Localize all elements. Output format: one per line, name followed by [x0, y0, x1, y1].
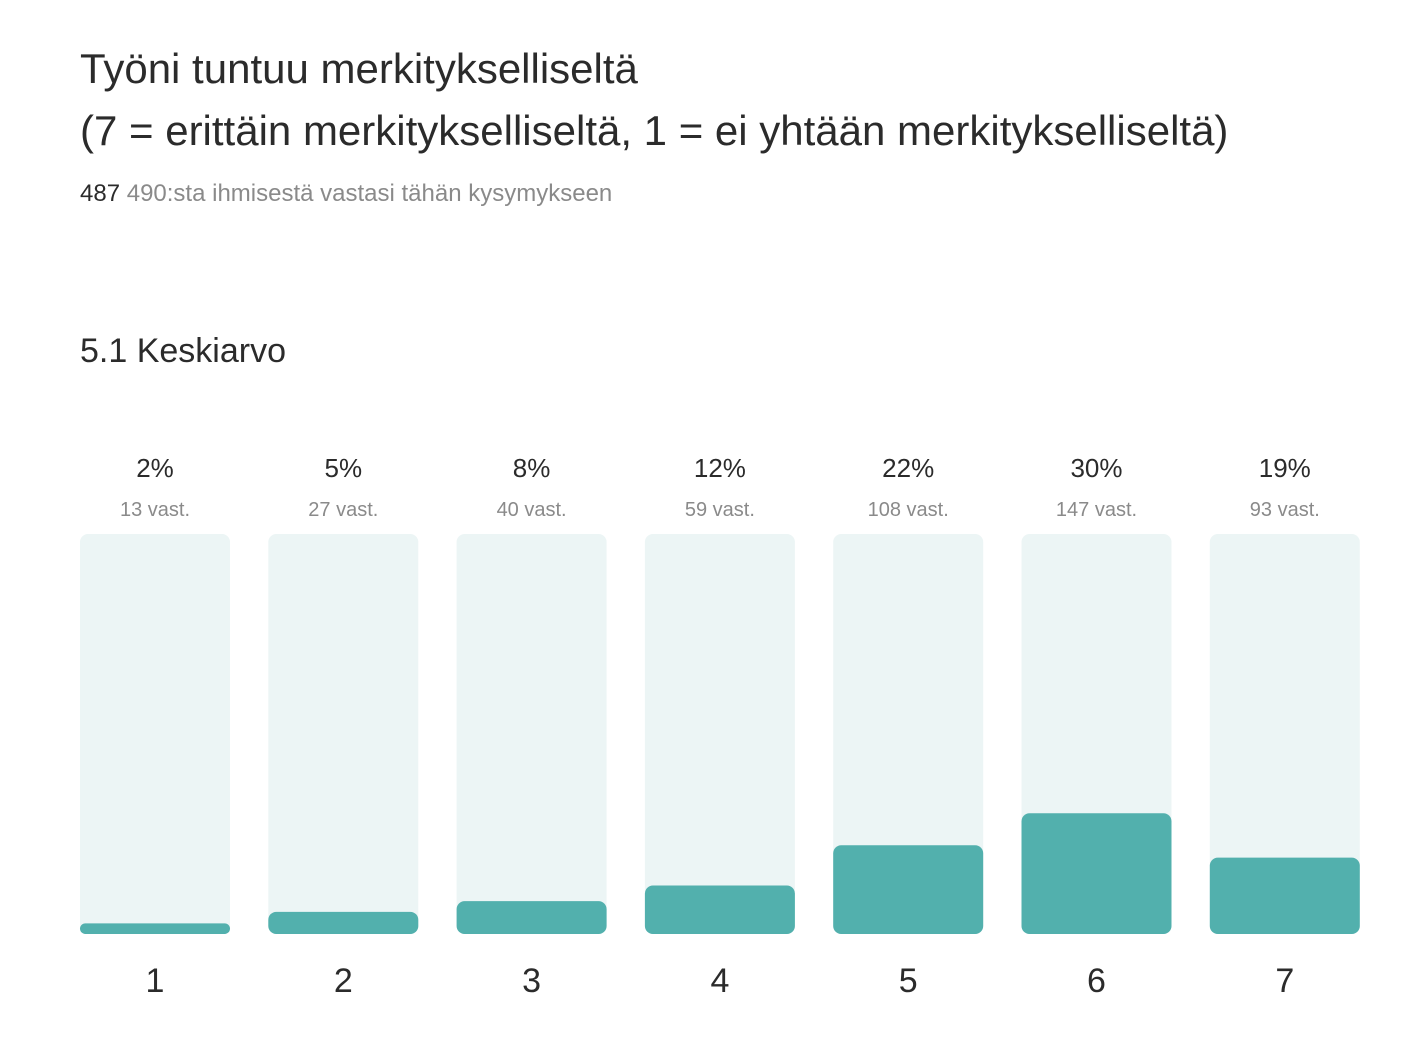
bar-track — [644, 534, 795, 934]
bar-track — [80, 534, 230, 934]
bar-count-label: 13 vast. — [120, 499, 190, 521]
category-tick-label: 5 — [899, 962, 918, 1000]
response-summary: 487 490:sta ihmisestä vastasi tähän kysy… — [80, 178, 612, 210]
category-tick-label: 7 — [1275, 962, 1294, 1000]
question-title-line-2: (7 = erittäin merkitykselliseltä, 1 = ei… — [80, 107, 1229, 154]
bar — [833, 845, 984, 934]
bar — [268, 911, 419, 934]
bar-percent-label: 8% — [513, 453, 551, 483]
question-title: Työni tuntuu merkitykselliseltä (7 = eri… — [80, 38, 1228, 162]
bar-track — [1209, 534, 1360, 934]
bar-count-label: 147 vast. — [1056, 499, 1137, 521]
bar-group-5: 22% 108 vast. 5 — [833, 453, 984, 1000]
category-tick-label: 4 — [710, 962, 729, 1000]
category-tick-label: 1 — [146, 962, 165, 1000]
response-summary-text: 490:sta ihmisestä vastasi tähän kysymyks… — [126, 180, 613, 207]
bar-track — [833, 534, 984, 934]
bar-count-label: 59 vast. — [685, 499, 755, 521]
bar-group-7: 19% 93 vast. 7 — [1209, 453, 1360, 1000]
bar-count-label: 40 vast. — [497, 499, 567, 521]
bar-track — [268, 534, 419, 934]
bar-count-label: 108 vast. — [868, 499, 949, 521]
category-tick-label: 6 — [1087, 962, 1106, 1000]
bar — [456, 901, 607, 934]
bar-percent-label: 19% — [1259, 453, 1311, 483]
category-tick-label: 2 — [334, 962, 353, 1000]
bar-group-1: 2% 13 vast. 1 — [80, 453, 230, 1000]
bar-track — [456, 534, 607, 934]
bar-group-6: 30% 147 vast. 6 — [1021, 453, 1172, 1000]
bar-group-3: 8% 40 vast. 3 — [456, 453, 607, 1000]
bar-percent-label: 2% — [136, 453, 174, 483]
bar-percent-label: 5% — [325, 453, 363, 483]
bar — [1209, 857, 1360, 934]
bar — [644, 885, 795, 934]
bar — [80, 923, 230, 934]
average-score: 5.1 Keskiarvo — [80, 332, 286, 370]
response-count: 487 — [80, 180, 121, 207]
bar-group-2: 5% 27 vast. 2 — [268, 453, 419, 1000]
bar-percent-label: 30% — [1070, 453, 1122, 483]
bar-percent-label: 22% — [882, 453, 934, 483]
bar-percent-label: 12% — [694, 453, 746, 483]
bar-group-4: 12% 59 vast. 4 — [644, 453, 795, 1000]
bar-count-label: 27 vast. — [308, 499, 378, 521]
bar — [1021, 813, 1172, 934]
question-title-line-1: Työni tuntuu merkitykselliseltä — [80, 45, 638, 92]
category-tick-label: 3 — [522, 962, 541, 1000]
bar-count-label: 93 vast. — [1250, 499, 1320, 521]
